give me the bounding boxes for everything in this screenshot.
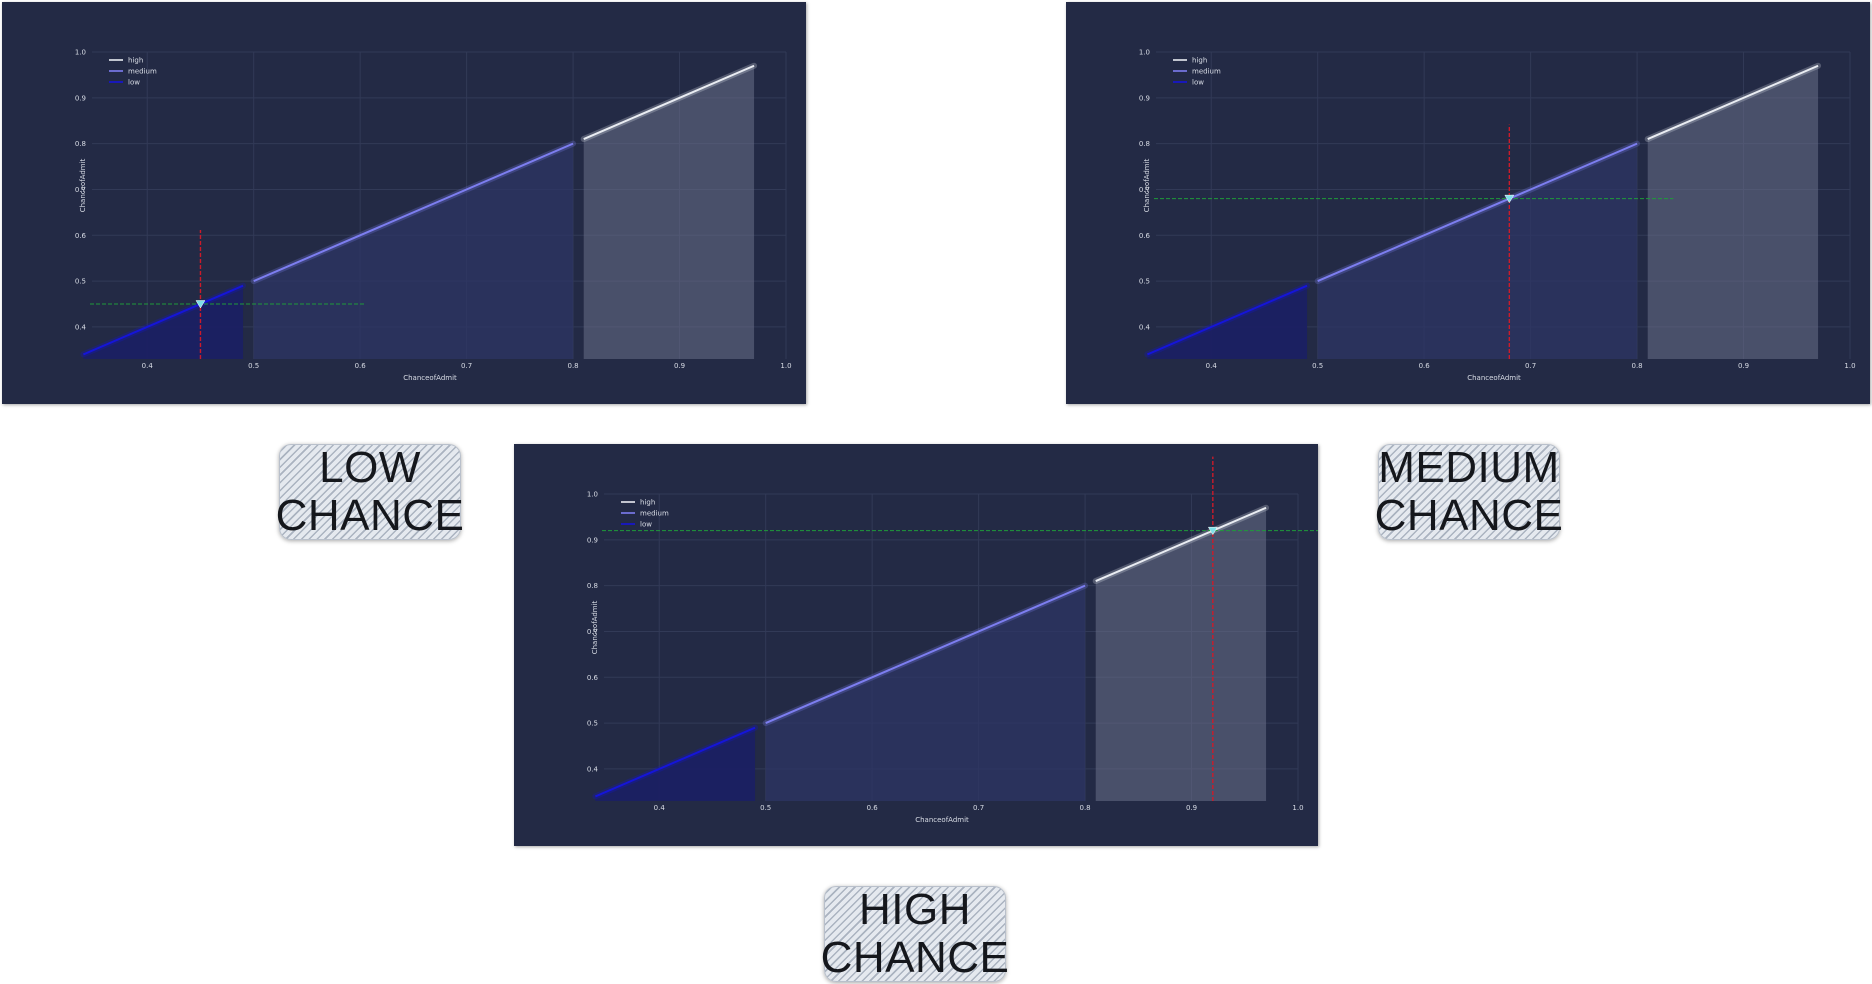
x-tick-label: 0.7 <box>1525 362 1536 370</box>
legend-label-medium: medium <box>1192 68 1221 76</box>
x-tick-label: 0.6 <box>1419 362 1431 370</box>
y-tick-label: 0.8 <box>75 140 86 148</box>
chart-svg: 0.4 0.5 0.6 0.7 0.8 0.9 1.0 0.4 0.5 0.6 0.7 0.8 0.9 1… <box>1139 49 1856 383</box>
y-tick-label: 0.6 <box>1139 232 1151 240</box>
legend: high medium low <box>1173 57 1221 87</box>
x-tick-label: 1.0 <box>1292 804 1303 812</box>
area-medium <box>765 585 1086 801</box>
line-high <box>1647 64 1819 140</box>
area-low <box>595 727 756 801</box>
x-tick-label: 0.5 <box>1312 362 1323 370</box>
y-tick-label: 0.7 <box>1139 186 1150 194</box>
medium-chance-chart-panel: 0.4 0.5 0.6 0.7 0.8 0.9 1.0 0.4 0.5 0.6 0.7 0.8 0.9 1… <box>1066 2 1870 404</box>
x-tick-label: 0.6 <box>867 804 879 812</box>
high-chance-badge: HIGH CHANCE <box>821 885 1009 982</box>
legend-label-low: low <box>128 79 140 87</box>
y-tick-label: 0.5 <box>1139 278 1150 286</box>
x-tick-label: 0.4 <box>142 362 154 370</box>
chart-svg: 0.4 0.5 0.6 0.7 0.8 0.9 1.0 0.4 0.5 0.6 0.7 0.8 0.9 1… <box>75 49 792 383</box>
area-low <box>1147 285 1308 359</box>
x-tick-label: 1.0 <box>780 362 791 370</box>
x-axis-label: ChanceofAdmit <box>1467 374 1521 382</box>
line-low <box>1146 284 1308 356</box>
high-chance-chart-panel: 0.4 0.5 0.6 0.7 0.8 0.9 1.0 0.4 0.5 0.6 0.7 0.8 0.9 1… <box>514 444 1318 846</box>
line-high <box>583 64 755 140</box>
legend-label-low: low <box>1192 79 1204 87</box>
line-medium <box>1317 142 1638 283</box>
legend: high medium low <box>621 499 669 529</box>
y-axis-label: ChanceofAdmit <box>591 600 599 654</box>
line-low <box>594 726 756 798</box>
marker-triangle <box>1207 526 1218 536</box>
legend-label-low: low <box>640 521 652 529</box>
line-medium <box>253 142 574 283</box>
y-tick-label: 0.7 <box>75 186 86 194</box>
low-chance-badge-line2: CHANCE <box>275 491 465 540</box>
x-axis-label: ChanceofAdmit <box>915 816 969 824</box>
high-chance-badge-line2: CHANCE <box>820 933 1010 982</box>
y-tick-label: 0.5 <box>75 278 86 286</box>
y-tick-label: 0.6 <box>587 674 599 682</box>
legend-label-high: high <box>640 499 655 507</box>
area-high <box>583 65 755 359</box>
x-tick-label: 0.7 <box>973 804 984 812</box>
medium-chance-badge-line2: CHANCE <box>1374 491 1564 540</box>
y-axis-label: ChanceofAdmit <box>79 158 87 212</box>
area-medium <box>1317 143 1638 359</box>
line-low <box>82 284 244 356</box>
y-tick-label: 0.9 <box>75 94 86 102</box>
y-tick-label: 0.9 <box>1139 94 1150 102</box>
area-high <box>1095 507 1267 801</box>
x-tick-label: 0.4 <box>654 804 666 812</box>
y-tick-label: 0.8 <box>1139 140 1150 148</box>
line-medium <box>765 584 1086 725</box>
x-axis-label: ChanceofAdmit <box>403 374 457 382</box>
y-tick-label: 0.4 <box>75 323 87 331</box>
y-tick-label: 0.9 <box>587 536 598 544</box>
y-tick-label: 1.0 <box>1139 49 1150 57</box>
x-tick-label: 0.8 <box>568 362 579 370</box>
x-tick-label: 0.7 <box>461 362 472 370</box>
high-chance-badge-line1: HIGH <box>859 885 971 934</box>
x-tick-label: 0.9 <box>674 362 685 370</box>
line-high <box>1095 506 1267 582</box>
chart-svg: 0.4 0.5 0.6 0.7 0.8 0.9 1.0 0.4 0.5 0.6 0.7 0.8 0.9 1… <box>587 456 1318 824</box>
x-tick-label: 0.4 <box>1206 362 1218 370</box>
y-tick-label: 1.0 <box>587 491 598 499</box>
marker-triangle <box>1504 194 1515 204</box>
y-tick-label: 0.8 <box>587 582 598 590</box>
x-tick-label: 0.6 <box>355 362 367 370</box>
low-chance-chart-panel: 0.4 0.5 0.6 0.7 0.8 0.9 1.0 0.4 0.5 0.6 0.7 0.8 0.9 1… <box>2 2 806 404</box>
medium-chance-badge-line1: MEDIUM <box>1378 443 1560 492</box>
x-tick-label: 0.8 <box>1080 804 1091 812</box>
x-tick-label: 0.8 <box>1632 362 1643 370</box>
legend-label-high: high <box>1192 57 1207 65</box>
y-tick-label: 0.6 <box>75 232 87 240</box>
x-tick-label: 0.5 <box>248 362 259 370</box>
marker-triangle <box>195 300 206 309</box>
y-tick-label: 1.0 <box>75 49 86 57</box>
y-tick-label: 0.5 <box>587 720 598 728</box>
legend-label-high: high <box>128 57 143 65</box>
y-tick-label: 0.4 <box>587 765 599 773</box>
x-tick-label: 0.9 <box>1738 362 1749 370</box>
x-tick-label: 0.5 <box>760 804 771 812</box>
area-medium <box>253 143 574 359</box>
x-tick-label: 0.9 <box>1186 804 1197 812</box>
x-tick-label: 1.0 <box>1844 362 1855 370</box>
area-high <box>1647 65 1819 359</box>
legend-label-medium: medium <box>128 68 157 76</box>
low-chance-badge: LOW CHANCE <box>276 443 464 540</box>
low-chance-badge-line1: LOW <box>319 443 421 492</box>
legend: high medium low <box>109 57 157 87</box>
y-tick-label: 0.4 <box>1139 323 1151 331</box>
legend-label-medium: medium <box>640 510 669 518</box>
medium-chance-badge: MEDIUM CHANCE <box>1375 443 1563 540</box>
y-tick-label: 0.7 <box>587 628 598 636</box>
y-axis-label: ChanceofAdmit <box>1143 158 1151 212</box>
